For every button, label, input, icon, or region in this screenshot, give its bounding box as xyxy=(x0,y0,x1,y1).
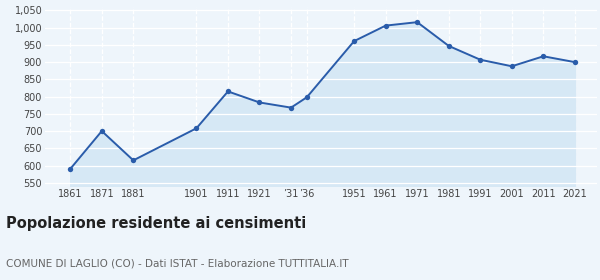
Point xyxy=(349,39,359,43)
Point xyxy=(128,158,138,163)
Point xyxy=(286,105,296,110)
Point xyxy=(254,100,264,105)
Point xyxy=(444,44,454,48)
Point xyxy=(97,129,107,133)
Point xyxy=(302,95,311,99)
Point xyxy=(223,89,233,94)
Text: Popolazione residente ai censimenti: Popolazione residente ai censimenti xyxy=(6,216,306,231)
Point xyxy=(65,167,75,171)
Point xyxy=(381,23,391,28)
Point xyxy=(412,20,422,24)
Point xyxy=(507,64,517,69)
Point xyxy=(570,60,580,64)
Point xyxy=(191,126,201,130)
Text: COMUNE DI LAGLIO (CO) - Dati ISTAT - Elaborazione TUTTITALIA.IT: COMUNE DI LAGLIO (CO) - Dati ISTAT - Ela… xyxy=(6,259,349,269)
Point xyxy=(475,57,485,62)
Point xyxy=(539,54,548,59)
